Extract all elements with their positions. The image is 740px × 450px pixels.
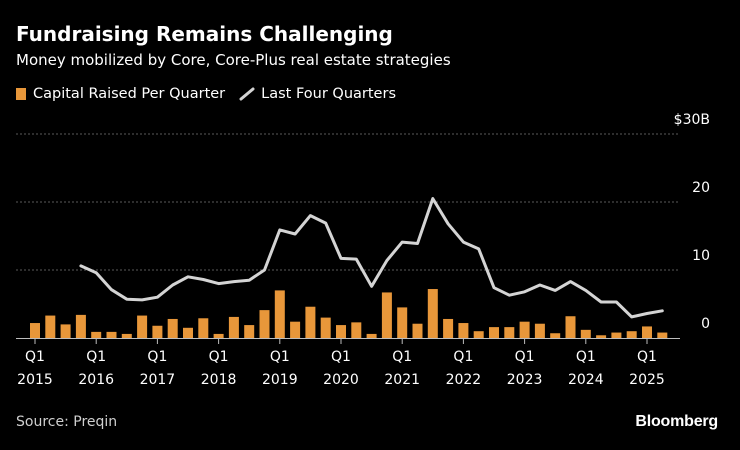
data-bar — [152, 325, 163, 338]
y-tick-label: 20 — [692, 180, 710, 196]
data-bar — [626, 331, 637, 338]
data-bar — [504, 327, 515, 338]
x-tick-label-quarter: Q1 — [147, 349, 167, 365]
bar-swatch-icon — [16, 88, 26, 100]
data-bar — [274, 290, 285, 338]
x-tick-label-year: 2017 — [140, 372, 176, 388]
data-bar — [198, 318, 209, 338]
x-tick-label-quarter: Q1 — [86, 349, 106, 365]
data-bar — [137, 315, 148, 338]
data-bar — [336, 325, 346, 338]
x-tick-label-quarter: Q1 — [576, 349, 596, 365]
x-tick-label-year: 2025 — [629, 372, 665, 388]
trailing-four-quarters-line — [79, 197, 664, 319]
data-bar — [458, 323, 469, 338]
x-tick-label-year: 2021 — [384, 372, 420, 388]
data-bar — [60, 324, 71, 338]
chart-title: Fundraising Remains Challenging — [16, 22, 393, 46]
data-bar — [366, 333, 377, 338]
x-tick-label-year: 2015 — [17, 372, 53, 388]
data-bar — [611, 332, 622, 338]
data-bar — [213, 333, 224, 338]
x-tick-label-quarter: Q1 — [392, 349, 412, 365]
x-tick-label-year: 2016 — [78, 372, 114, 388]
data-bar — [443, 318, 454, 338]
data-bar — [473, 331, 484, 338]
y-tick-label: 10 — [692, 248, 710, 264]
data-bar — [320, 317, 331, 338]
data-bar — [489, 327, 499, 338]
data-bar — [91, 331, 102, 338]
x-tick-label-year: 2018 — [201, 372, 237, 388]
bloomberg-logo: Bloomberg — [635, 413, 718, 430]
x-tick-label-quarter: Q1 — [515, 349, 535, 365]
legend-item-line: Last Four Quarters — [239, 86, 396, 102]
data-bar — [30, 323, 40, 338]
data-bar — [228, 316, 239, 338]
data-bar — [427, 289, 438, 338]
data-bar — [580, 329, 591, 338]
legend: Capital Raised Per Quarter Last Four Qua… — [16, 86, 410, 102]
data-bar — [259, 310, 270, 338]
data-bar — [290, 321, 301, 338]
data-bar — [45, 315, 56, 338]
x-tick-label-year: 2024 — [568, 372, 604, 388]
x-tick-label-year: 2023 — [507, 372, 543, 388]
data-bar — [519, 321, 530, 338]
x-tick-label-year: 2022 — [446, 372, 482, 388]
data-bar — [167, 318, 178, 338]
data-bar — [565, 316, 576, 338]
data-bar — [397, 307, 408, 338]
legend-label-line: Last Four Quarters — [261, 86, 396, 102]
x-tick-label-year: 2020 — [323, 372, 359, 388]
line-swatch-icon — [239, 87, 255, 101]
data-bar — [305, 306, 316, 338]
x-tick-label-quarter: Q1 — [209, 349, 229, 365]
data-bar — [244, 325, 255, 338]
x-tick-label-quarter: Q1 — [331, 349, 351, 365]
data-bar — [642, 326, 652, 338]
data-bar — [75, 314, 86, 338]
data-bar — [412, 323, 423, 338]
data-bar — [351, 322, 362, 338]
x-tick-label-quarter: Q1 — [637, 349, 657, 365]
y-tick-label: 0 — [701, 316, 710, 332]
x-tick-label-quarter: Q1 — [270, 349, 290, 365]
data-bar — [657, 332, 668, 338]
data-bar — [121, 333, 132, 338]
data-bar — [596, 335, 607, 338]
legend-label-bars: Capital Raised Per Quarter — [33, 86, 226, 102]
data-bar — [550, 333, 561, 338]
data-bar — [381, 292, 392, 338]
x-tick-label-year: 2019 — [262, 372, 298, 388]
x-tick-label-quarter: Q1 — [25, 349, 45, 365]
source-note: Source: Preqin — [16, 414, 118, 430]
chart-subtitle: Money mobilized by Core, Core-Plus real … — [16, 51, 451, 69]
data-bar — [183, 327, 193, 338]
y-tick-label: $30B — [674, 112, 710, 128]
data-bar — [534, 323, 545, 338]
data-bar — [106, 331, 117, 338]
x-tick-label-quarter: Q1 — [453, 349, 473, 365]
legend-item-bars: Capital Raised Per Quarter — [16, 86, 225, 102]
